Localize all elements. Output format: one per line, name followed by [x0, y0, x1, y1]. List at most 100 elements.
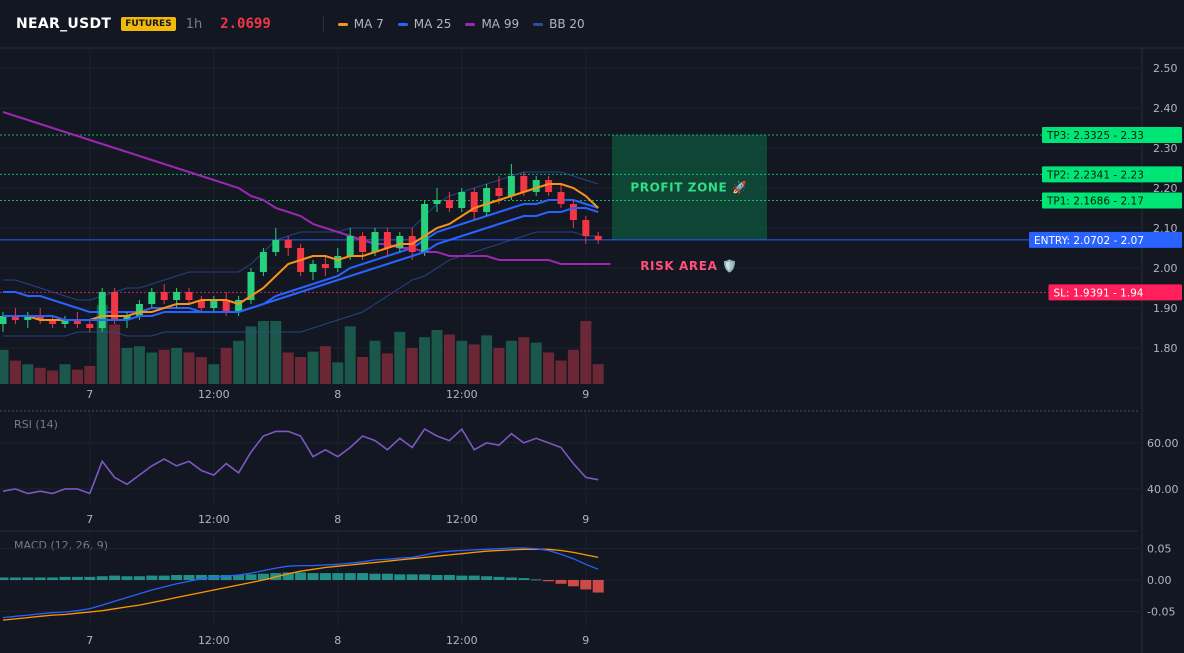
macd-tick-label: -0.05: [1147, 605, 1175, 618]
candle-body: [321, 264, 329, 268]
price-tick-label: 2.50: [1153, 62, 1178, 75]
macd-histogram-bar: [47, 577, 59, 580]
candle-body: [284, 240, 292, 248]
macd-histogram-bar: [146, 575, 158, 580]
macd-histogram-bar: [71, 576, 83, 580]
volume-bar: [270, 321, 282, 384]
candle-body: [458, 192, 466, 208]
candle-body: [383, 232, 391, 248]
legend-label: MA 25: [413, 17, 452, 31]
macd-histogram-bar: [319, 573, 331, 580]
entry-tag: [1029, 231, 1182, 248]
legend-ma99[interactable]: MA 99: [465, 17, 519, 31]
price-tick-label: 2.30: [1153, 142, 1178, 155]
volume-bar: [295, 357, 307, 384]
volume-bar: [71, 369, 83, 384]
candle-body: [247, 272, 255, 300]
macd-histogram-bar: [0, 577, 9, 580]
macd-histogram-bar: [195, 574, 207, 580]
macd-line: [2, 547, 599, 619]
macd-histogram-bar: [518, 578, 530, 580]
macd-histogram-bar: [22, 577, 34, 580]
macd-histogram-bar: [555, 580, 567, 584]
price-tick-label: 1.80: [1153, 342, 1178, 355]
volume-bar: [431, 330, 443, 384]
entry-tag-label: ENTRY: 2.0702 - 2.07: [1034, 235, 1144, 247]
candle-body: [98, 292, 106, 328]
macd-histogram-bar: [133, 576, 145, 580]
candle-body: [507, 176, 515, 196]
candle-body: [36, 316, 44, 320]
volume-bar: [319, 346, 331, 384]
candle-body: [148, 292, 156, 304]
last-price: 2.0699: [220, 16, 271, 32]
volume-bar: [493, 348, 505, 384]
tp3-tag-label: TP3: 2.3325 - 2.33: [1046, 130, 1144, 142]
rsi-line: [2, 427, 599, 495]
volume-bar: [357, 357, 369, 384]
tp1-tag: [1042, 192, 1182, 209]
macd-histogram-bar: [580, 580, 592, 590]
sl-tag-label: SL: 1.9391 - 1.94: [1054, 287, 1144, 299]
legend-ma25[interactable]: MA 25: [397, 17, 452, 31]
volume-bar: [456, 340, 468, 384]
candle-body: [11, 316, 19, 320]
candle-body: [111, 292, 119, 320]
tp2-tag: [1042, 166, 1182, 183]
legend-bb20[interactable]: BB 20: [533, 17, 585, 31]
price-tick-label: 2.00: [1153, 262, 1178, 275]
symbol-name[interactable]: NEAR_USDT: [16, 16, 112, 32]
legend-ma7[interactable]: MA 7: [337, 17, 384, 31]
candle-body: [309, 264, 317, 272]
sl-tag: [1048, 284, 1182, 301]
candle-body: [483, 188, 491, 212]
volume-bar: [481, 335, 493, 384]
time-tick-label: 8: [334, 513, 341, 526]
macd-histogram-bar: [530, 579, 542, 581]
candle-body: [235, 300, 243, 312]
volume-bar: [0, 349, 9, 384]
time-tick-label: 7: [86, 388, 93, 401]
volume-bar: [307, 351, 319, 384]
time-tick-label: 9: [582, 388, 589, 401]
candle-body: [594, 236, 602, 240]
time-tick-label: 8: [334, 388, 341, 401]
tp1-tag-label: TP1: 2.1686 - 2.17: [1046, 196, 1144, 208]
macd-histogram-bar: [592, 580, 604, 593]
risk-area-label: RISK AREA 🛡️: [640, 259, 738, 273]
candle-body: [123, 316, 131, 320]
candle-body: [334, 256, 342, 268]
candle-body: [49, 320, 57, 324]
price-tick-label: 2.10: [1153, 222, 1178, 235]
candle-body: [259, 252, 267, 272]
macd-histogram-bar: [171, 574, 183, 580]
price-tick-label: 2.40: [1153, 102, 1178, 115]
volume-bar: [282, 352, 294, 384]
tp3-tag: [1042, 127, 1182, 143]
volume-bar: [394, 331, 406, 384]
price-tick-label: 1.90: [1153, 302, 1178, 315]
macd-histogram-bar: [381, 573, 393, 580]
volume-bar: [245, 326, 257, 384]
candle-body: [582, 220, 590, 236]
macd-histogram-bar: [183, 574, 195, 580]
macd-histogram-bar: [468, 575, 480, 580]
time-tick-label: 9: [582, 513, 589, 526]
ma99-line: [2, 111, 611, 265]
time-tick-label: 12:00: [198, 388, 230, 401]
macd-histogram-bar: [481, 576, 493, 580]
candle-body: [520, 176, 528, 192]
candle-body: [557, 192, 565, 204]
macd-histogram-bar: [493, 576, 505, 580]
volume-bar: [96, 304, 108, 384]
candle-body: [346, 236, 354, 256]
rsi-title: RSI (14): [14, 418, 58, 431]
timeframe-label[interactable]: 1h: [185, 16, 203, 32]
legend-label: MA 7: [353, 17, 384, 31]
volume-bar: [84, 366, 96, 384]
volume-bar: [592, 364, 604, 384]
rsi-tick-label: 40.00: [1147, 483, 1179, 496]
candle-body: [24, 316, 32, 320]
volume-bar: [195, 357, 207, 384]
